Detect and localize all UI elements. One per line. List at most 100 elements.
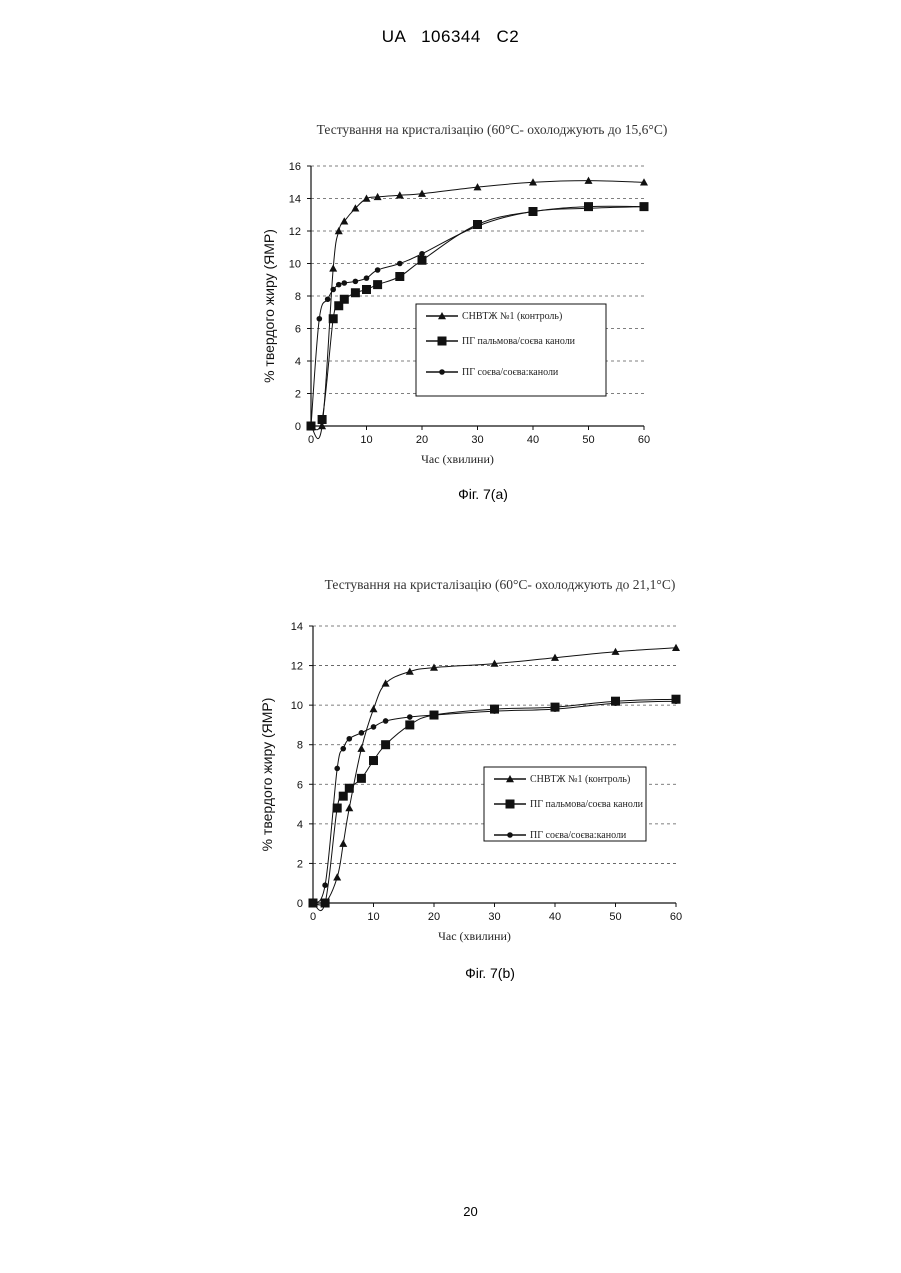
data-point-dot — [336, 282, 342, 288]
data-point-triangle — [339, 840, 347, 847]
y-tick-label: 8 — [297, 740, 303, 752]
data-point-dot — [330, 287, 336, 293]
data-point-dot — [586, 205, 592, 211]
x-tick-label: 0 — [310, 911, 316, 923]
data-point-dot — [431, 712, 437, 718]
data-point-dot — [317, 316, 323, 322]
data-point-dot — [613, 700, 619, 706]
legend-label: ПГ пальмова/соєва каноли — [530, 799, 644, 810]
data-point-square — [357, 774, 366, 783]
y-tick-label: 0 — [297, 898, 303, 910]
data-point-dot — [325, 296, 331, 302]
data-point-dot — [310, 900, 316, 906]
y-tick-label: 4 — [297, 819, 303, 831]
y-axis-label: % твердого жиру (ЯМР) — [261, 229, 277, 383]
data-point-dot — [530, 209, 536, 215]
data-point-dot — [552, 706, 558, 712]
data-point-dot — [342, 280, 348, 286]
data-point-square — [321, 899, 330, 908]
legend-label: ПГ соєва/соєва:каноли — [530, 830, 627, 841]
x-tick-label: 10 — [367, 911, 379, 923]
chart-2: Тестування на кристалізацію (60°C- охоло… — [0, 565, 901, 995]
data-point-dot — [322, 882, 328, 888]
x-axis-label: Час (хвилини) — [421, 452, 494, 466]
x-tick-label: 40 — [549, 911, 561, 923]
data-point-dot — [397, 261, 403, 267]
y-tick-label: 12 — [291, 661, 303, 673]
data-point-triangle — [333, 873, 341, 880]
y-tick-label: 14 — [291, 621, 303, 633]
data-point-square — [345, 784, 354, 793]
y-tick-label: 10 — [291, 700, 303, 712]
page-header: UA 106344 C2 — [0, 27, 901, 47]
x-tick-label: 60 — [670, 911, 682, 923]
data-point-square — [418, 256, 427, 265]
data-point-dot — [308, 423, 314, 429]
y-tick-label: 8 — [295, 291, 301, 303]
legend: СНВТЖ №1 (контроль) ПГ пальмова/соєва кан… — [416, 304, 606, 396]
data-point-square — [351, 288, 360, 297]
y-tick-label: 16 — [289, 161, 301, 173]
data-point-dot — [673, 698, 679, 704]
y-tick-label: 14 — [289, 194, 301, 206]
x-tick-label: 50 — [582, 434, 594, 446]
data-point-dot — [359, 730, 365, 736]
y-axis-label: % твердого жиру (ЯМР) — [259, 698, 275, 852]
legend-marker-square — [506, 800, 515, 809]
figure-caption: Фіг. 7(а) — [458, 486, 508, 502]
chart-title: Тестування на кристалізацію (60°C- охоло… — [317, 122, 668, 137]
legend-label: СНВТЖ №1 (контроль) — [462, 311, 562, 322]
legend-label: СНВТЖ №1 (контроль) — [530, 774, 630, 785]
data-point-dot — [383, 718, 389, 724]
y-tick-label: 4 — [295, 356, 301, 368]
data-point-square — [405, 720, 414, 729]
data-point-dot — [407, 714, 413, 720]
y-tick-label: 0 — [295, 421, 301, 433]
x-tick-label: 60 — [638, 434, 650, 446]
x-tick-label: 20 — [428, 911, 440, 923]
data-point-dot — [334, 766, 340, 772]
x-tick-label: 20 — [416, 434, 428, 446]
legend-marker-dot — [507, 832, 513, 838]
legend-label: ПГ пальмова/соєва каноли — [462, 336, 576, 347]
data-point-square — [339, 792, 348, 801]
data-point-dot — [340, 746, 346, 752]
data-point-triangle — [345, 804, 353, 811]
y-tick-label: 6 — [297, 779, 303, 791]
y-tick-label: 2 — [295, 389, 301, 401]
data-point-dot — [419, 251, 425, 257]
y-tick-label: 2 — [297, 858, 303, 870]
data-point-square — [395, 272, 404, 281]
data-point-triangle — [363, 195, 371, 202]
chart-title: Тестування на кристалізацію (60°C- охоло… — [325, 577, 676, 592]
y-tick-label: 6 — [295, 324, 301, 336]
data-point-dot — [492, 708, 498, 714]
y-tick-label: 12 — [289, 226, 301, 238]
legend-marker-dot — [439, 369, 445, 375]
x-tick-label: 0 — [308, 434, 314, 446]
x-tick-label: 40 — [527, 434, 539, 446]
data-point-square — [369, 756, 378, 765]
legend: СНВТЖ №1 (контроль) ПГ пальмова/соєва кан… — [484, 767, 646, 841]
page-number: 20 — [0, 1204, 901, 1219]
legend-marker-square — [438, 337, 447, 346]
data-point-triangle — [370, 705, 378, 712]
data-point-triangle — [329, 264, 337, 271]
data-point-dot — [347, 736, 353, 742]
data-point-dot — [641, 204, 647, 210]
data-point-square — [381, 740, 390, 749]
data-point-triangle — [357, 745, 365, 752]
x-tick-label: 50 — [609, 911, 621, 923]
data-point-square — [318, 415, 327, 424]
data-point-square — [373, 280, 382, 289]
data-point-square — [329, 314, 338, 323]
legend-label: ПГ соєва/соєва:каноли — [462, 367, 559, 378]
x-tick-label: 10 — [360, 434, 372, 446]
figure-caption: Фіг. 7(b) — [465, 965, 515, 981]
data-point-square — [333, 804, 342, 813]
data-point-dot — [353, 279, 359, 285]
chart-1: Тестування на кристалізацію (60°C- охоло… — [0, 110, 901, 520]
data-point-square — [340, 295, 349, 304]
x-tick-label: 30 — [488, 911, 500, 923]
data-point-dot — [364, 275, 370, 281]
